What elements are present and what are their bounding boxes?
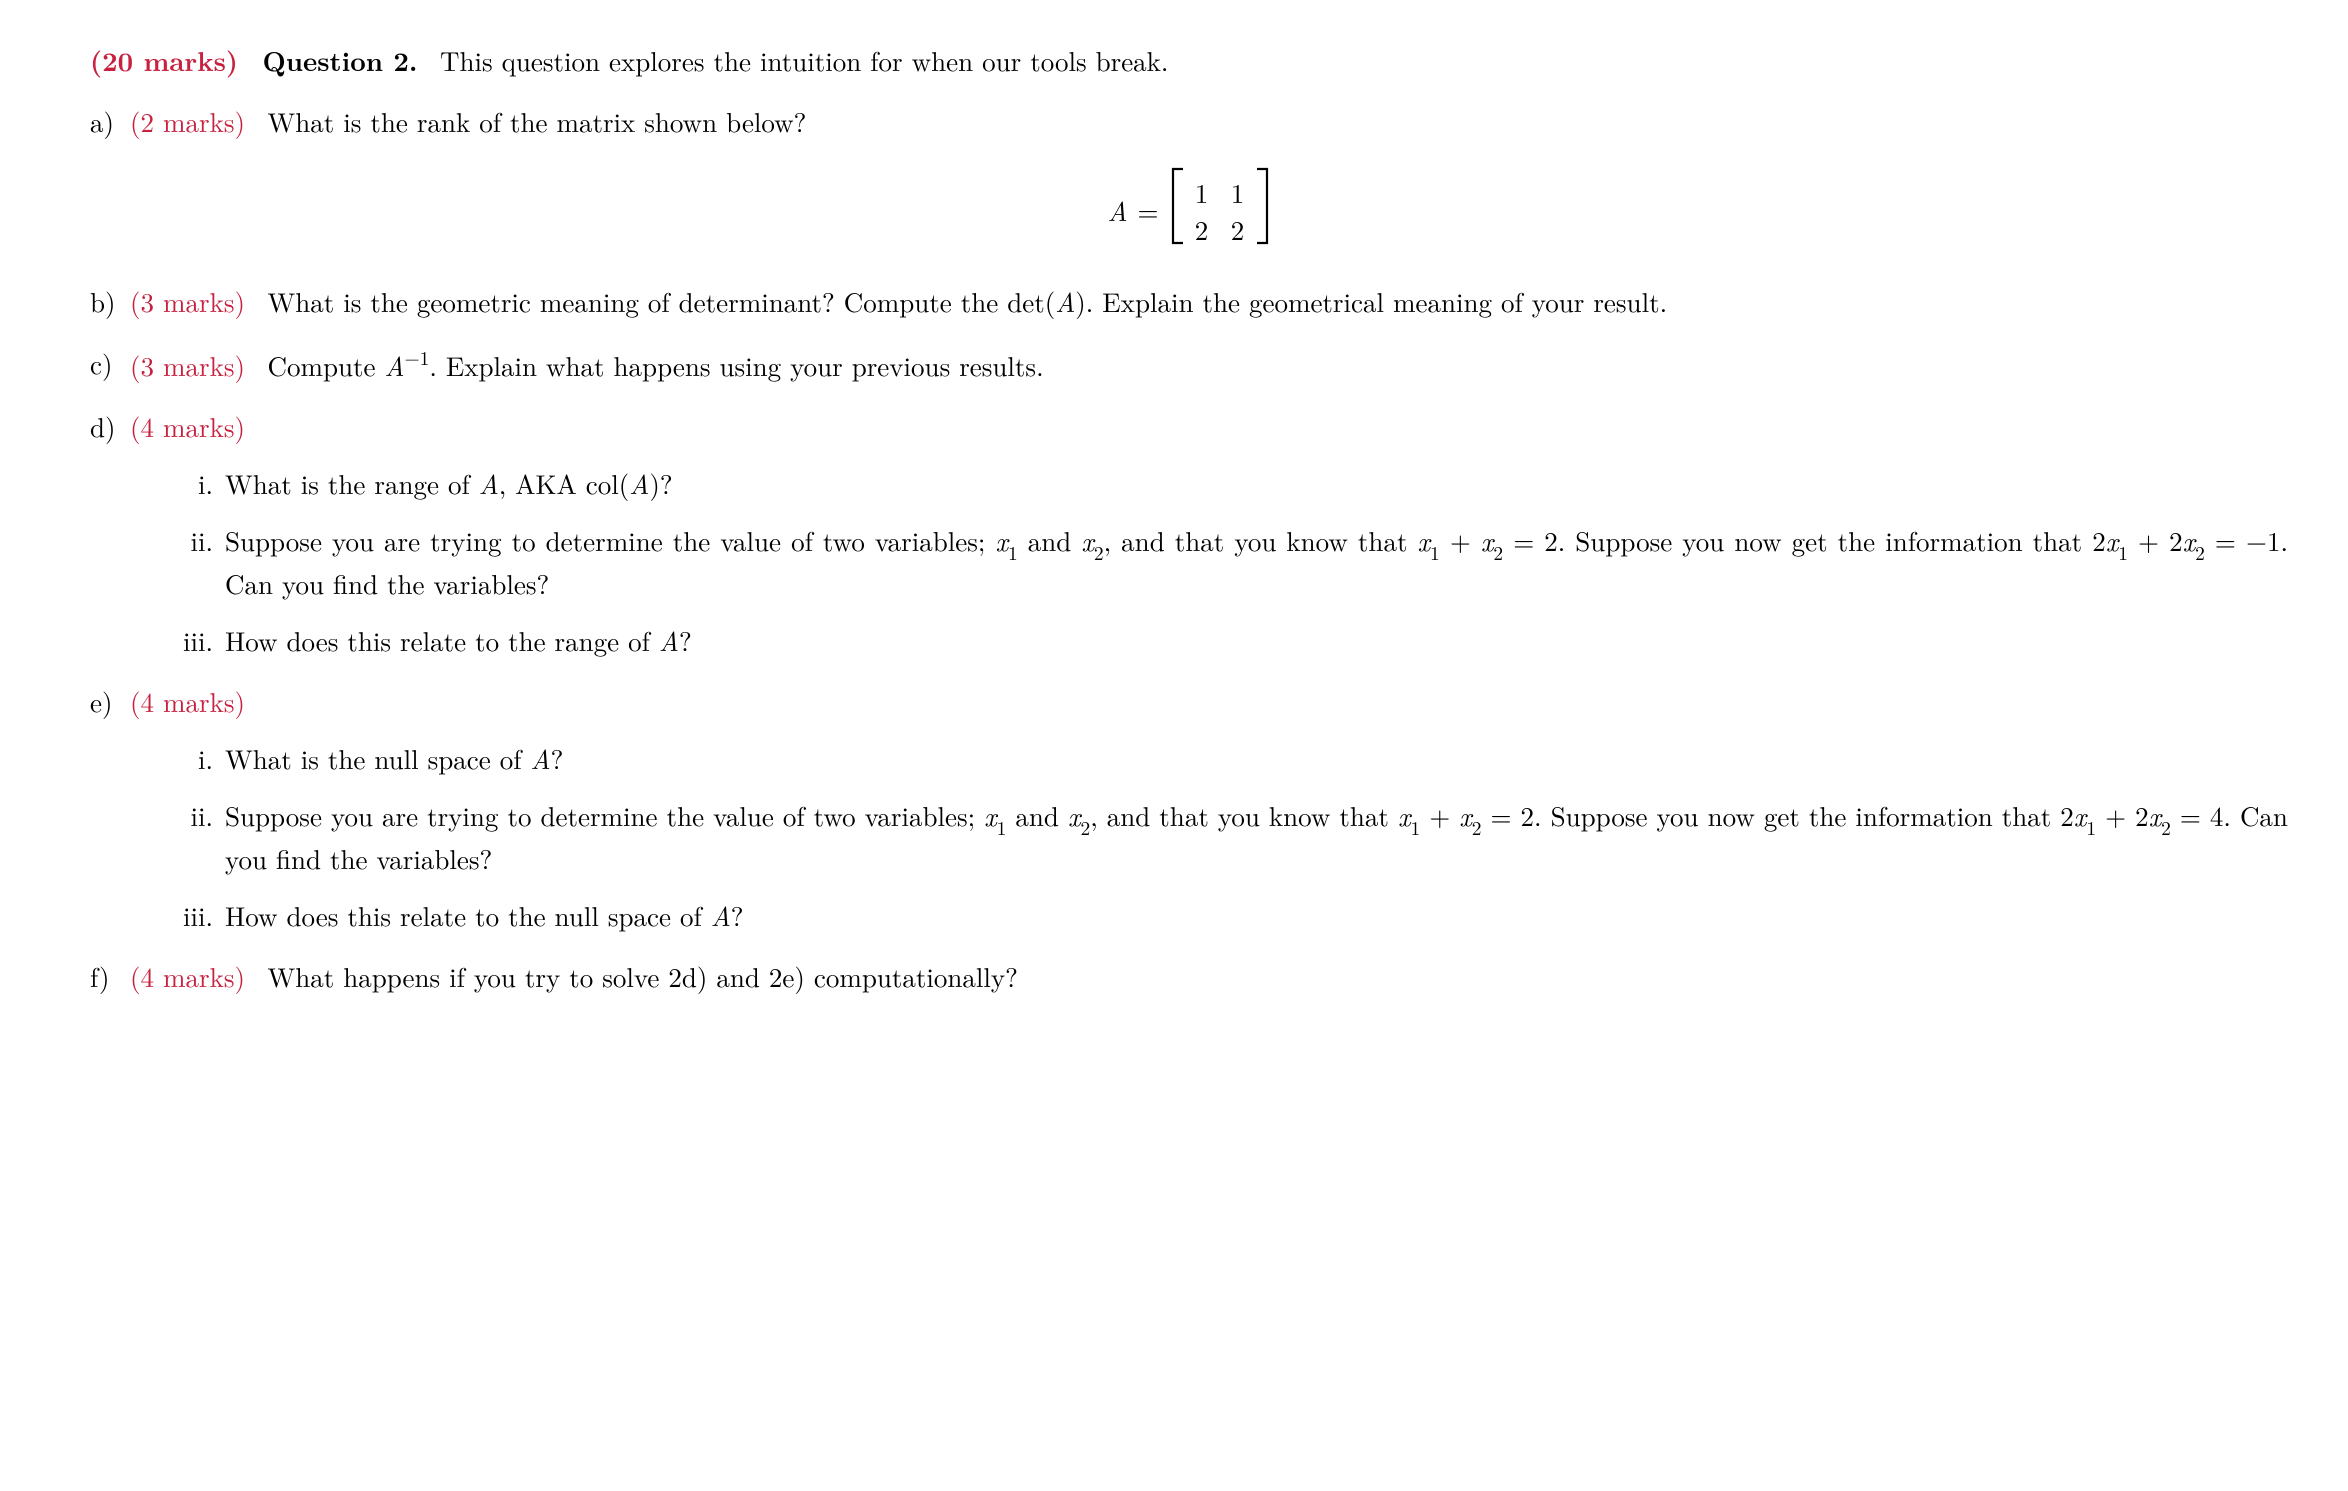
part-d-ii-label: ii.: [158, 521, 225, 560]
part-e-label: e): [90, 682, 130, 721]
part-e-i-text: What is the null space of A?: [225, 739, 2288, 778]
matrix-lhs: A: [1107, 191, 1127, 230]
matrix-cell: 2: [1231, 211, 1245, 247]
part-d-ii: ii. Suppose you are trying to determine …: [158, 521, 2288, 603]
question-intro: This question explores the intuition for…: [426, 41, 1168, 79]
part-d-iii-text: How does this relate to the range of A?: [225, 621, 2288, 660]
part-c-text: Compute A−1. Explain what happens using …: [254, 346, 1044, 384]
part-d-iii: iii. How does this relate to the range o…: [158, 621, 2288, 660]
part-b-label: b): [90, 282, 130, 321]
part-c-label: c): [90, 344, 130, 383]
part-c-marks: (3 marks): [130, 346, 245, 384]
part-d-marks: (4 marks): [130, 407, 245, 445]
matrix-cell: 2: [1195, 211, 1209, 247]
part-e-iii: iii. How does this relate to the null sp…: [158, 896, 2288, 935]
right-bracket-icon: [1255, 167, 1271, 254]
part-d-i-text: What is the range of A, AKA col(A)?: [225, 464, 2288, 503]
part-d-iii-label: iii.: [158, 621, 225, 660]
part-b: b) (3 marks) What is the geometric meani…: [90, 282, 2288, 321]
part-f-text: What happens if you try to solve 2d) and…: [254, 957, 1018, 995]
part-c: c) (3 marks) Compute A−1. Explain what h…: [90, 344, 2288, 385]
part-f: f) (4 marks) What happens if you try to …: [90, 957, 2288, 996]
part-a-label: a): [90, 102, 130, 141]
matrix-equation: A = 1 1 2 2: [90, 167, 2288, 254]
left-bracket-icon: [1169, 167, 1185, 254]
part-e-ii: ii. Suppose you are trying to determine …: [158, 796, 2288, 878]
part-f-marks: (4 marks): [130, 957, 245, 995]
matrix-cell: 1: [1231, 174, 1245, 210]
part-d-ii-text: Suppose you are trying to determine the …: [225, 521, 2288, 603]
question-number: Question 2.: [247, 40, 418, 79]
part-a-marks: (2 marks): [130, 102, 245, 140]
part-e-iii-text: How does this relate to the null space o…: [225, 896, 2288, 935]
part-e-i: i. What is the null space of A?: [158, 739, 2288, 778]
part-e-marks: (4 marks): [130, 682, 245, 720]
part-e-ii-text: Suppose you are trying to determine the …: [225, 796, 2288, 878]
part-d-i: i. What is the range of A, AKA col(A)?: [158, 464, 2288, 503]
part-e-iii-label: iii.: [158, 896, 225, 935]
part-f-label: f): [90, 957, 130, 996]
part-a: a) (2 marks) What is the rank of the mat…: [90, 102, 2288, 141]
part-a-text: What is the rank of the matrix shown bel…: [254, 102, 806, 140]
part-b-marks: (3 marks): [130, 282, 245, 320]
matrix-body: 1 1 2 2: [1195, 174, 1245, 247]
total-marks: (20 marks): [90, 40, 238, 79]
part-e: e) (4 marks) i. What is the null space o…: [90, 682, 2288, 935]
part-e-ii-label: ii.: [158, 796, 225, 835]
question-header: (20 marks) Question 2. This question exp…: [90, 40, 2288, 80]
part-d-label: d): [90, 407, 130, 446]
part-b-text: What is the geometric meaning of determi…: [254, 282, 1667, 320]
part-d-i-label: i.: [158, 464, 225, 503]
part-d: d) (4 marks) i. What is the range of A, …: [90, 407, 2288, 660]
equals-sign: =: [1138, 191, 1159, 230]
part-e-i-label: i.: [158, 739, 225, 778]
matrix-cell: 1: [1195, 174, 1209, 210]
